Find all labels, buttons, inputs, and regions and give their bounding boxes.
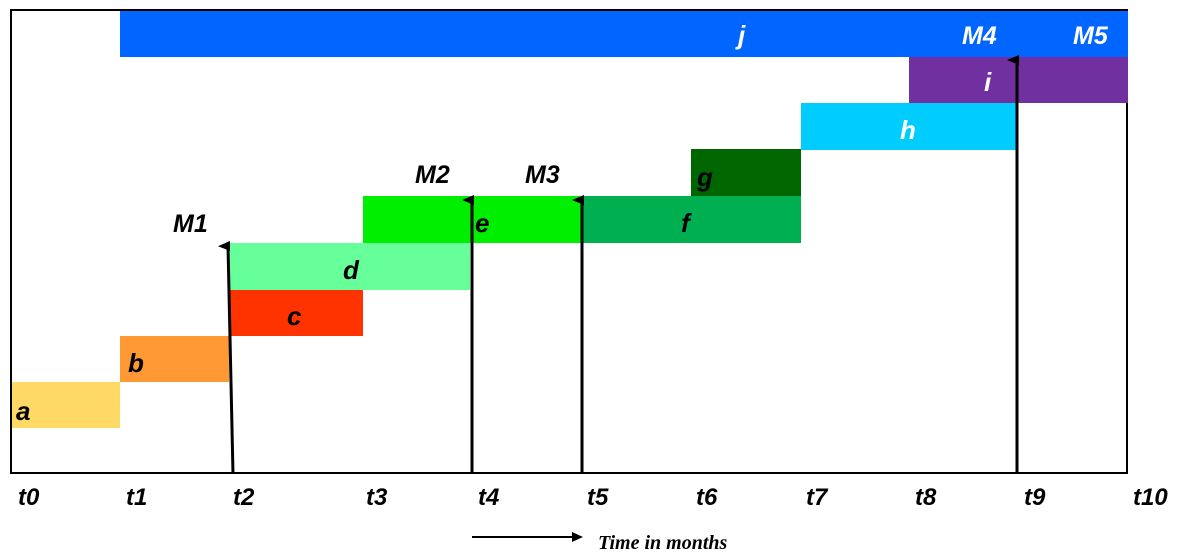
tick-label-t0: t0 xyxy=(18,484,40,511)
milestone-label-m1: M1 xyxy=(173,210,208,238)
bar-c xyxy=(229,289,363,336)
milestone-label-m2: M2 xyxy=(415,161,450,189)
bar-j xyxy=(120,11,1128,57)
bar-label-h: h xyxy=(900,115,916,145)
bar-label-g: g xyxy=(697,162,713,192)
tick-label-t4: t4 xyxy=(478,484,500,511)
bar-d xyxy=(229,243,470,290)
tick-label-t2: t2 xyxy=(233,484,255,511)
bar-h xyxy=(801,103,1016,150)
tick-label-t10: t10 xyxy=(1133,484,1168,511)
time-direction-arrowhead xyxy=(572,532,583,542)
bar-label-j: j xyxy=(738,20,746,50)
milestone-label-m3: M3 xyxy=(525,161,560,189)
milestone-arrow-m1 xyxy=(218,240,235,475)
tick-label-t1: t1 xyxy=(126,484,148,511)
bar-label-e: e xyxy=(475,208,490,238)
bar-a xyxy=(12,382,120,428)
bar-g xyxy=(691,149,801,196)
bar-label-c: c xyxy=(287,301,302,331)
bar-label-f: f xyxy=(681,208,690,238)
bar-label-b: b xyxy=(128,348,144,378)
tick-label-t8: t8 xyxy=(915,484,937,511)
bar-b xyxy=(120,336,229,382)
time-axis-caption: Time in months xyxy=(598,532,728,554)
milestone-label-m4: M4 xyxy=(962,22,997,50)
tick-label-t9: t9 xyxy=(1024,484,1046,511)
tick-label-t5: t5 xyxy=(587,484,609,511)
bar-f xyxy=(582,196,801,243)
bar-label-i: i xyxy=(984,67,992,97)
tick-label-t6: t6 xyxy=(696,484,718,511)
tick-label-t3: t3 xyxy=(366,484,388,511)
bar-label-a: a xyxy=(16,396,31,426)
tick-label-t7: t7 xyxy=(806,484,828,511)
diagram-frame xyxy=(10,9,1128,474)
milestone-label-m5: M5 xyxy=(1073,22,1108,50)
bar-label-d: d xyxy=(343,255,359,285)
